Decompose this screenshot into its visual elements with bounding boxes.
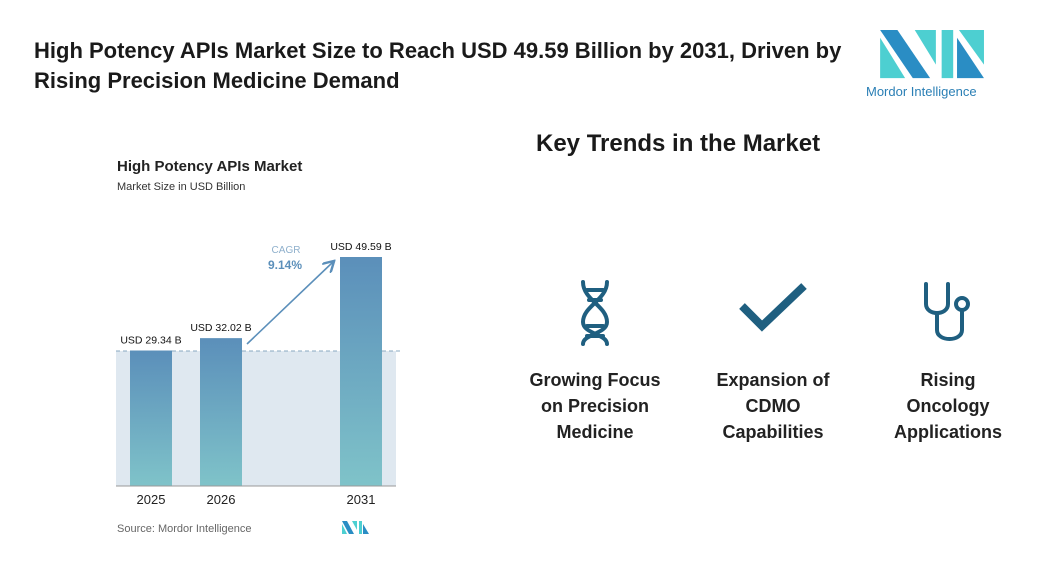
chart-title: High Potency APIs Market (117, 158, 303, 175)
trend-item: Rising Oncology Applications (858, 280, 1038, 445)
bar-2026 (200, 338, 242, 486)
source-logo-icon (342, 521, 369, 534)
cagr-arrow (246, 262, 333, 345)
x-tick-label: 2025 (137, 492, 166, 507)
data-label: USD 49.59 B (330, 241, 391, 253)
trend-item: Expansion of CDMO Capabilities (683, 280, 863, 445)
chart-source: Source: Mordor Intelligence (117, 523, 252, 535)
cagr-value: 9.14% (268, 258, 302, 272)
stethoscope-icon (924, 282, 970, 341)
dna-icon (580, 280, 610, 346)
mordor-logo (880, 30, 984, 79)
trend-label: Growing Focus on Precision Medicine (529, 370, 661, 442)
data-label: USD 29.34 B (120, 335, 181, 347)
cagr-label: CAGR (272, 245, 301, 256)
bar-2031 (340, 257, 382, 486)
page-title: High Potency APIs Market Size to Reach U… (34, 38, 842, 93)
bar-2025 (130, 350, 172, 486)
trend-label: Rising Oncology Applications (893, 370, 1002, 442)
trend-label: Expansion of CDMO Capabilities (716, 370, 830, 442)
x-tick-label: 2031 (347, 492, 376, 507)
key-trends-heading: Key Trends in the Market (536, 130, 821, 157)
trend-item: Growing Focus on Precision Medicine (505, 280, 685, 445)
data-label: USD 32.02 B (190, 322, 251, 334)
checkmark-icon (739, 283, 807, 332)
logo-text: Mordor Intelligence (866, 84, 977, 99)
chart-subtitle: Market Size in USD Billion (117, 181, 246, 193)
x-tick-label: 2026 (207, 492, 236, 507)
